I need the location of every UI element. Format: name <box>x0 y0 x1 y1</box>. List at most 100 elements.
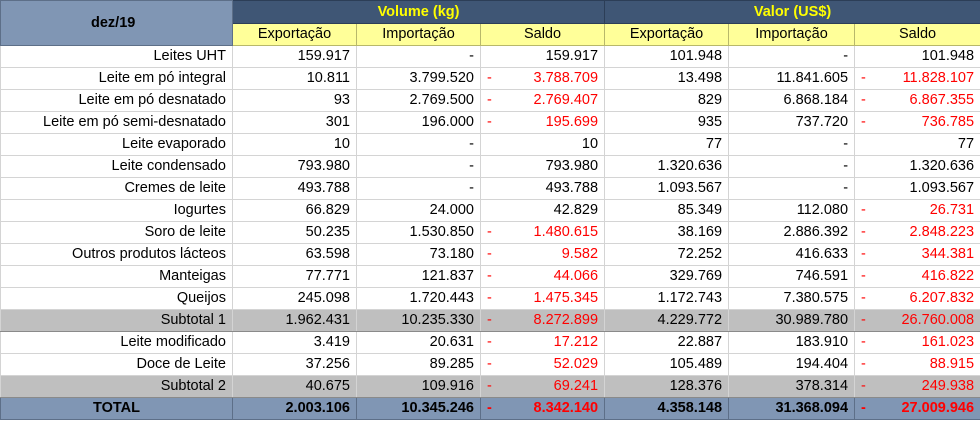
minus-sign: - <box>861 334 866 350</box>
row-label: Leite evaporado <box>0 133 233 156</box>
value-cell: 194.404 <box>728 353 856 376</box>
cell-value: 1.475.345 <box>533 290 599 306</box>
value-cell: 2.769.500 <box>356 89 481 112</box>
cell-value: 344.381 <box>921 246 975 262</box>
table-row: Leite em pó integral 10.811 3.799.520-3.78… <box>0 67 980 90</box>
value-cell: 128.376 <box>604 375 730 398</box>
value-cell: - <box>728 155 856 178</box>
group-header-value: Valor (US$) <box>604 0 980 24</box>
saldo-cell: 10 <box>479 133 606 156</box>
table-row: Manteigas 77.771 121.837-44.066 329.769 746.… <box>0 265 980 288</box>
minus-sign: - <box>487 268 492 284</box>
saldo-negative-cell: - 344.381 <box>854 243 980 266</box>
value-cell: 2.886.392 <box>728 221 856 244</box>
saldo-negative-cell: - 69.241 <box>479 375 606 398</box>
cell-value: 6.207.832 <box>909 290 975 306</box>
value-cell: 37.256 <box>232 353 357 376</box>
value-cell: 10.235.330 <box>356 309 481 332</box>
value-cell: 66.829 <box>232 199 357 222</box>
saldo-negative-cell: - 2.769.407 <box>479 89 606 112</box>
saldo-cell: 101.948 <box>854 45 980 68</box>
minus-sign: - <box>487 114 492 130</box>
saldo-negative-cell: - 6.207.832 <box>854 287 980 310</box>
saldo-cell: 793.980 <box>479 155 606 178</box>
saldo-negative-cell: - 88.915 <box>854 353 980 376</box>
minus-sign: - <box>861 202 866 218</box>
table-row: Leite em pó semi-desnatado 301 196.000-195… <box>0 111 980 134</box>
group-header-volume: Volume (kg) <box>231 0 606 24</box>
value-cell: - <box>356 133 481 156</box>
table-row: Leite condensado 793.980-793.980 1.320.636… <box>0 155 980 178</box>
row-label: Cremes de leite <box>0 177 233 200</box>
minus-sign: - <box>487 246 492 262</box>
saldo-negative-cell: - 9.582 <box>479 243 606 266</box>
value-cell: 50.235 <box>232 221 357 244</box>
saldo-cell: 1.093.567 <box>854 177 980 200</box>
saldo-cell: 493.788 <box>479 177 606 200</box>
value-cell: 4.358.148 <box>604 397 730 420</box>
saldo-negative-cell: - 3.788.709 <box>479 67 606 90</box>
table-row: Leite em pó desnatado 93 2.769.500-2.769.4… <box>0 89 980 112</box>
cell-value: 52.029 <box>553 356 599 372</box>
value-cell: 1.962.431 <box>232 309 357 332</box>
value-cell: 121.837 <box>356 265 481 288</box>
value-cell: 7.380.575 <box>728 287 856 310</box>
minus-sign: - <box>487 334 492 350</box>
minus-sign: - <box>861 378 866 394</box>
saldo-negative-cell: - 11.828.107 <box>854 67 980 90</box>
value-cell: 112.080 <box>728 199 856 222</box>
saldo-negative-cell: - 17.212 <box>479 331 606 354</box>
cell-value: 416.822 <box>921 268 975 284</box>
total-row: TOTAL 2.003.106 10.345.246-8.342.140 4.358.… <box>0 397 980 420</box>
cell-value: 69.241 <box>553 378 599 394</box>
minus-sign: - <box>861 224 866 240</box>
value-cell: 6.868.184 <box>728 89 856 112</box>
saldo-cell: 1.320.636 <box>854 155 980 178</box>
value-cell: 38.169 <box>604 221 730 244</box>
subtotal-row: Subtotal 1 1.962.431 10.235.330-8.272.899 4… <box>0 309 980 332</box>
value-cell: 301 <box>232 111 357 134</box>
value-cell: 77 <box>604 133 730 156</box>
row-label: Outros produtos lácteos <box>0 243 233 266</box>
row-label: Leite em pó desnatado <box>0 89 233 112</box>
cell-value: 249.938 <box>921 378 975 394</box>
value-cell: 493.788 <box>232 177 357 200</box>
value-cell: 793.980 <box>232 155 357 178</box>
value-cell: 10.811 <box>232 67 357 90</box>
row-label: TOTAL <box>0 397 233 420</box>
cell-value: 6.867.355 <box>909 92 975 108</box>
table-row: Doce de Leite 37.256 89.285-52.029 105.489 1… <box>0 353 980 376</box>
row-label: Leite em pó semi-desnatado <box>0 111 233 134</box>
column-header: Exportação <box>604 23 730 46</box>
saldo-negative-cell: - 27.009.946 <box>854 397 980 420</box>
cell-value: 26.731 <box>929 202 975 218</box>
value-cell: 10.345.246 <box>356 397 481 420</box>
minus-sign: - <box>487 290 492 306</box>
cell-value: 8.342.140 <box>533 400 599 416</box>
table-row: Leite evaporado 10-10 77-77 <box>0 133 980 156</box>
value-cell: 737.720 <box>728 111 856 134</box>
value-cell: 24.000 <box>356 199 481 222</box>
cell-value: 2.848.223 <box>909 224 975 240</box>
cell-value: 736.785 <box>921 114 975 130</box>
row-label: Doce de Leite <box>0 353 233 376</box>
table-row: Leite modificado 3.419 20.631-17.212 22.887… <box>0 331 980 354</box>
value-cell: 72.252 <box>604 243 730 266</box>
cell-value: 44.066 <box>553 268 599 284</box>
minus-sign: - <box>487 92 492 108</box>
saldo-cell: 42.829 <box>479 199 606 222</box>
value-cell: 1.530.850 <box>356 221 481 244</box>
value-cell: 3.419 <box>232 331 357 354</box>
value-cell: 159.917 <box>232 45 357 68</box>
minus-sign: - <box>861 400 866 416</box>
saldo-negative-cell: - 44.066 <box>479 265 606 288</box>
value-cell: - <box>356 177 481 200</box>
value-cell: 935 <box>604 111 730 134</box>
saldo-negative-cell: - 736.785 <box>854 111 980 134</box>
value-cell: 93 <box>232 89 357 112</box>
saldo-negative-cell: - 8.272.899 <box>479 309 606 332</box>
value-cell: 378.314 <box>728 375 856 398</box>
cell-value: 3.788.709 <box>533 70 599 86</box>
saldo-negative-cell: - 1.480.615 <box>479 221 606 244</box>
